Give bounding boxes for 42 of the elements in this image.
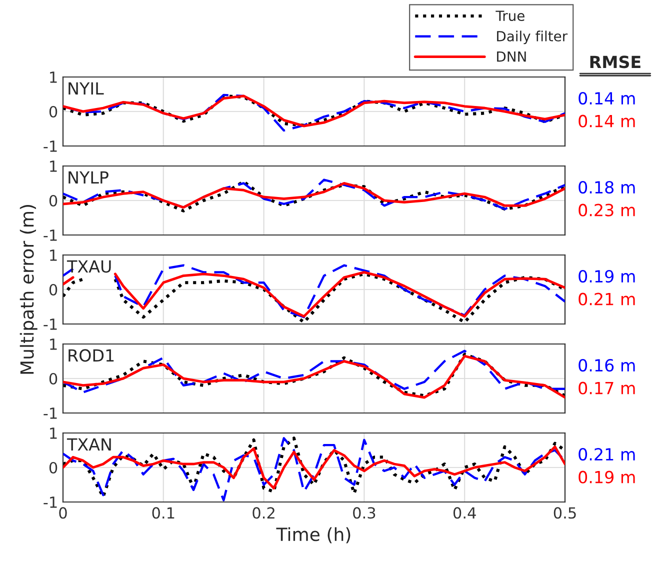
text: 0.19 m [578, 270, 635, 283]
y-tick-label: 1 [50, 338, 57, 350]
x-tick-label: 0.4 [453, 507, 476, 519]
chart-title: ROD1 [68, 349, 114, 362]
x-tick-label: 0 [59, 507, 67, 519]
text: 0.21 m [578, 292, 635, 306]
chart-title: NYIL [68, 82, 104, 94]
y-tick-label: 0 [49, 106, 58, 118]
y-tick-label: -1 [44, 140, 57, 152]
text: 0.19 m [578, 470, 635, 484]
text: 0.17 m [578, 382, 635, 394]
legend-label: DNN [497, 51, 526, 62]
y-tick-label: 1 [50, 428, 57, 439]
y-tick-label: 0 [49, 372, 58, 385]
text: 0.21 m [578, 448, 635, 461]
text: 0.14 m [578, 92, 635, 105]
y-tick-label: 0 [49, 462, 58, 474]
y-tick-label: -1 [44, 496, 57, 508]
legend-label: True [496, 10, 524, 22]
y-tick-label: 0 [49, 194, 58, 207]
y-tick-label: -1 [44, 318, 57, 330]
text: 0.16 m [578, 359, 635, 372]
y-tick-label: -1 [44, 230, 57, 241]
y-tick-label: 1 [50, 160, 57, 172]
y-axis-title: Multipath error (m) [20, 205, 38, 374]
x-tick-label: 0.1 [152, 507, 174, 519]
x-tick-label: 0.3 [353, 507, 376, 519]
x-tick-label: 0.2 [252, 507, 274, 519]
y-tick-label: 1 [50, 72, 57, 83]
x-tick-label: 0.5 [554, 507, 576, 519]
x-axis-title: Time (h) [276, 527, 350, 544]
y-tick-label: -1 [44, 408, 57, 419]
y-tick-label: 0 [49, 284, 58, 296]
text: RMSE [590, 56, 640, 68]
legend-label: Daily filter [497, 30, 568, 44]
chart-title: TXAU [66, 260, 111, 273]
y-tick-label: 1 [50, 250, 57, 261]
text: 0.18 m [578, 181, 635, 194]
text: 0.23 m [578, 204, 635, 216]
chart-title: NYLP [68, 171, 108, 184]
chart-title: TXAN [66, 438, 111, 450]
text: 0.14 m [578, 114, 635, 128]
